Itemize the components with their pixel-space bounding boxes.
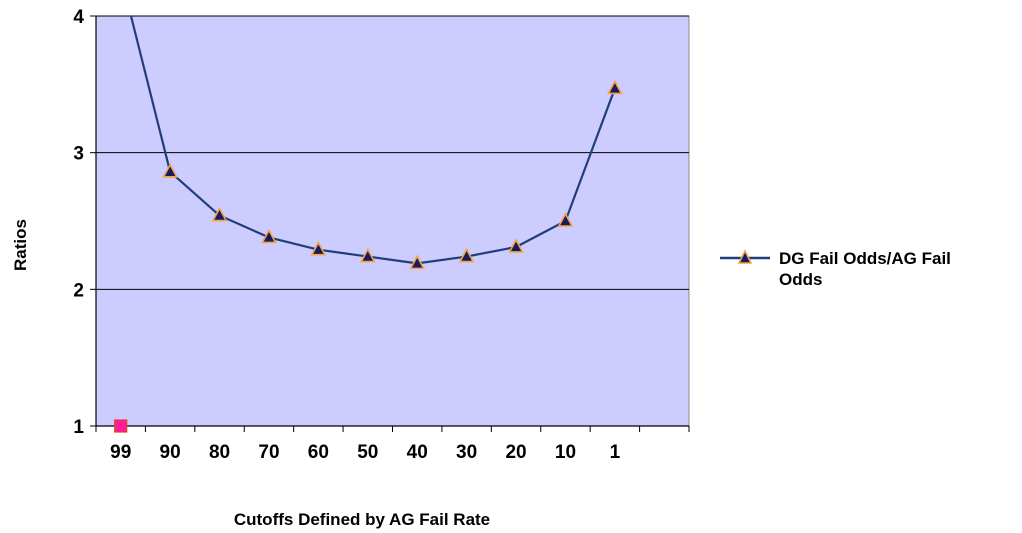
legend-label: DG Fail Odds/AG Fail Odds bbox=[779, 249, 951, 289]
data-point-triangle bbox=[409, 254, 426, 270]
data-point-square bbox=[114, 419, 128, 433]
data-point-triangle bbox=[359, 247, 376, 263]
x-tick-label: 10 bbox=[555, 442, 576, 463]
plot-area bbox=[95, 15, 690, 427]
x-tick-labels: 99 90 80 70 60 50 40 30 20 10 1 bbox=[110, 442, 620, 463]
y-tick-label: 4 bbox=[73, 7, 84, 28]
x-axis-title: Cutoffs Defined by AG Fail Rate bbox=[234, 510, 490, 529]
data-point-triangle bbox=[607, 79, 623, 95]
y-tick-label: 2 bbox=[73, 280, 84, 301]
legend-marker-icon bbox=[737, 249, 753, 264]
y-tick-label: 3 bbox=[73, 144, 84, 165]
y-tick-labels: 1 2 3 4 bbox=[73, 7, 84, 438]
data-point-triangle bbox=[508, 238, 524, 253]
data-point-triangle bbox=[458, 247, 475, 263]
legend: DG Fail Odds/AG Fail Odds bbox=[720, 249, 951, 289]
axes bbox=[90, 15, 690, 432]
y-tick-label: 1 bbox=[73, 417, 84, 438]
data-point-triangle bbox=[162, 163, 178, 178]
data-point-triangle bbox=[557, 212, 574, 227]
marker-layer bbox=[114, 79, 623, 433]
x-tick-label: 70 bbox=[258, 442, 279, 463]
data-point-triangle bbox=[261, 228, 277, 244]
y-axis-title: Ratios bbox=[11, 219, 30, 271]
x-tick-label: 30 bbox=[456, 442, 477, 463]
x-tick-label: 20 bbox=[505, 442, 526, 463]
x-tick-label: 60 bbox=[308, 442, 329, 463]
data-point-triangle bbox=[211, 206, 228, 222]
x-tick-label: 40 bbox=[407, 442, 428, 463]
x-tick-label: 1 bbox=[610, 442, 621, 463]
data-point-triangle bbox=[310, 241, 327, 256]
x-tick-label: 50 bbox=[357, 442, 378, 463]
x-tick-label: 99 bbox=[110, 442, 131, 463]
x-tick-label: 90 bbox=[160, 442, 181, 463]
x-tick-label: 80 bbox=[209, 442, 230, 463]
